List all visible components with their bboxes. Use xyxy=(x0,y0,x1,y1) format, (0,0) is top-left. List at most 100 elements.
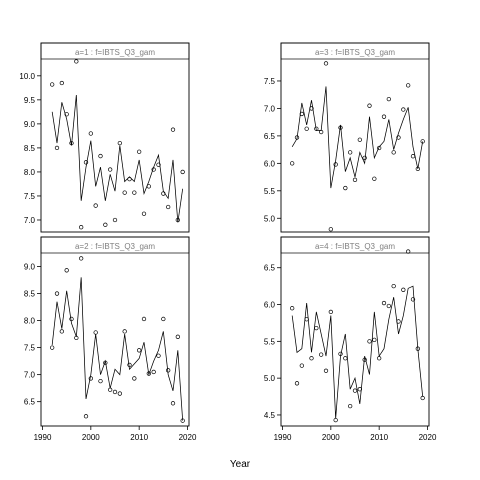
data-point xyxy=(64,112,69,117)
data-point xyxy=(88,376,93,381)
data-point xyxy=(175,334,180,339)
y-tick-label: 6.5 xyxy=(264,132,276,141)
data-point xyxy=(146,184,151,189)
data-point xyxy=(180,169,185,175)
data-point xyxy=(381,300,387,306)
y-tick-label: 7.0 xyxy=(24,371,36,380)
data-point xyxy=(352,388,358,393)
data-point xyxy=(377,145,382,151)
y-tick-label: 7.5 xyxy=(24,192,36,201)
data-point xyxy=(348,403,353,409)
data-point xyxy=(156,162,161,167)
strip-label: a=3 : f=IBTS_Q3_gam xyxy=(315,48,395,57)
panel-frame xyxy=(280,236,430,427)
data-point xyxy=(69,316,74,322)
data-point xyxy=(141,211,147,216)
data-point xyxy=(54,145,60,151)
data-point xyxy=(170,401,176,406)
data-point xyxy=(137,149,142,154)
panel-4: a=4 : f=IBTS_Q3_gam 4.5 5.0 5.5 6.0 6.5 1990 20… xyxy=(264,236,437,442)
y-tick-label: 5.0 xyxy=(264,374,276,383)
data-point xyxy=(83,160,89,165)
data-point xyxy=(367,103,372,108)
data-point xyxy=(132,376,137,381)
y-tick-label: 5.5 xyxy=(264,187,276,196)
data-point xyxy=(319,129,324,135)
data-point xyxy=(122,329,127,334)
data-point xyxy=(146,371,151,376)
data-point xyxy=(415,166,420,171)
y-tick-label: 4.5 xyxy=(264,411,276,420)
data-point xyxy=(377,356,382,361)
data-point xyxy=(108,167,113,172)
strip-label: a=1 : f=IBTS_Q3_gam xyxy=(75,48,155,57)
data-point xyxy=(401,287,406,292)
data-point xyxy=(112,389,118,395)
data-point xyxy=(386,303,391,309)
data-point xyxy=(64,268,69,273)
panel-frame xyxy=(280,42,430,233)
y-tick-label: 6.0 xyxy=(264,301,276,310)
fit-line xyxy=(51,277,184,421)
data-point xyxy=(69,140,74,146)
data-point xyxy=(415,346,420,351)
data-point xyxy=(166,204,171,210)
data-point xyxy=(314,325,319,331)
y-tick-label: 10.0 xyxy=(19,72,35,81)
fit-line xyxy=(51,95,184,223)
data-point xyxy=(122,190,127,195)
data-point xyxy=(328,227,333,232)
data-point xyxy=(420,139,425,144)
data-point xyxy=(299,111,304,117)
y-tick-label: 6.0 xyxy=(264,159,276,168)
data-point xyxy=(391,283,396,289)
data-point xyxy=(108,387,113,392)
y-tick-label: 9.0 xyxy=(24,120,36,129)
data-point xyxy=(323,368,329,373)
x-tick-label: 2010 xyxy=(370,433,388,442)
data-point xyxy=(333,417,338,423)
data-point xyxy=(161,191,166,196)
data-point xyxy=(127,176,132,182)
data-point xyxy=(79,225,84,230)
data-point xyxy=(328,309,333,315)
data-point xyxy=(54,291,60,296)
data-point xyxy=(348,150,353,155)
data-point xyxy=(309,356,314,361)
data-point xyxy=(323,61,329,66)
panel-frame xyxy=(40,236,190,427)
x-tick-label: 1990 xyxy=(274,433,292,442)
x-tick-label: 2000 xyxy=(82,433,100,442)
data-point xyxy=(410,297,416,302)
data-point xyxy=(362,155,367,161)
data-point xyxy=(386,96,391,102)
data-point xyxy=(117,391,122,396)
strip-label: a=2 : f=IBTS_Q3_gam xyxy=(75,242,155,251)
data-point xyxy=(180,418,185,423)
y-tick-label: 7.0 xyxy=(24,216,36,225)
data-point xyxy=(319,352,324,357)
y-tick-label: 8.5 xyxy=(24,290,36,299)
x-tick-label: 2020 xyxy=(179,433,197,442)
x-tick-label: 2000 xyxy=(322,433,340,442)
data-point xyxy=(103,360,108,365)
data-point xyxy=(372,337,377,343)
y-tick-label: 7.0 xyxy=(264,104,276,113)
y-tick-label: 7.5 xyxy=(264,77,276,86)
data-point xyxy=(88,131,93,136)
y-tick-label: 8.0 xyxy=(24,317,36,326)
panel-2: a=3 : f=IBTS_Q3_gam 5.0 5.5 6.0 6.5 7.0 7.5 xyxy=(264,42,430,233)
y-tick-label: 7.5 xyxy=(24,344,36,353)
data-point xyxy=(406,83,411,88)
data-point xyxy=(309,106,314,111)
data-point xyxy=(396,135,401,140)
y-tick-label: 8.0 xyxy=(24,168,36,177)
data-point xyxy=(304,126,309,131)
data-point xyxy=(391,150,396,155)
data-point xyxy=(50,82,55,87)
data-point xyxy=(83,414,89,419)
data-point xyxy=(338,125,343,130)
data-point xyxy=(362,357,367,362)
data-point xyxy=(50,345,55,350)
